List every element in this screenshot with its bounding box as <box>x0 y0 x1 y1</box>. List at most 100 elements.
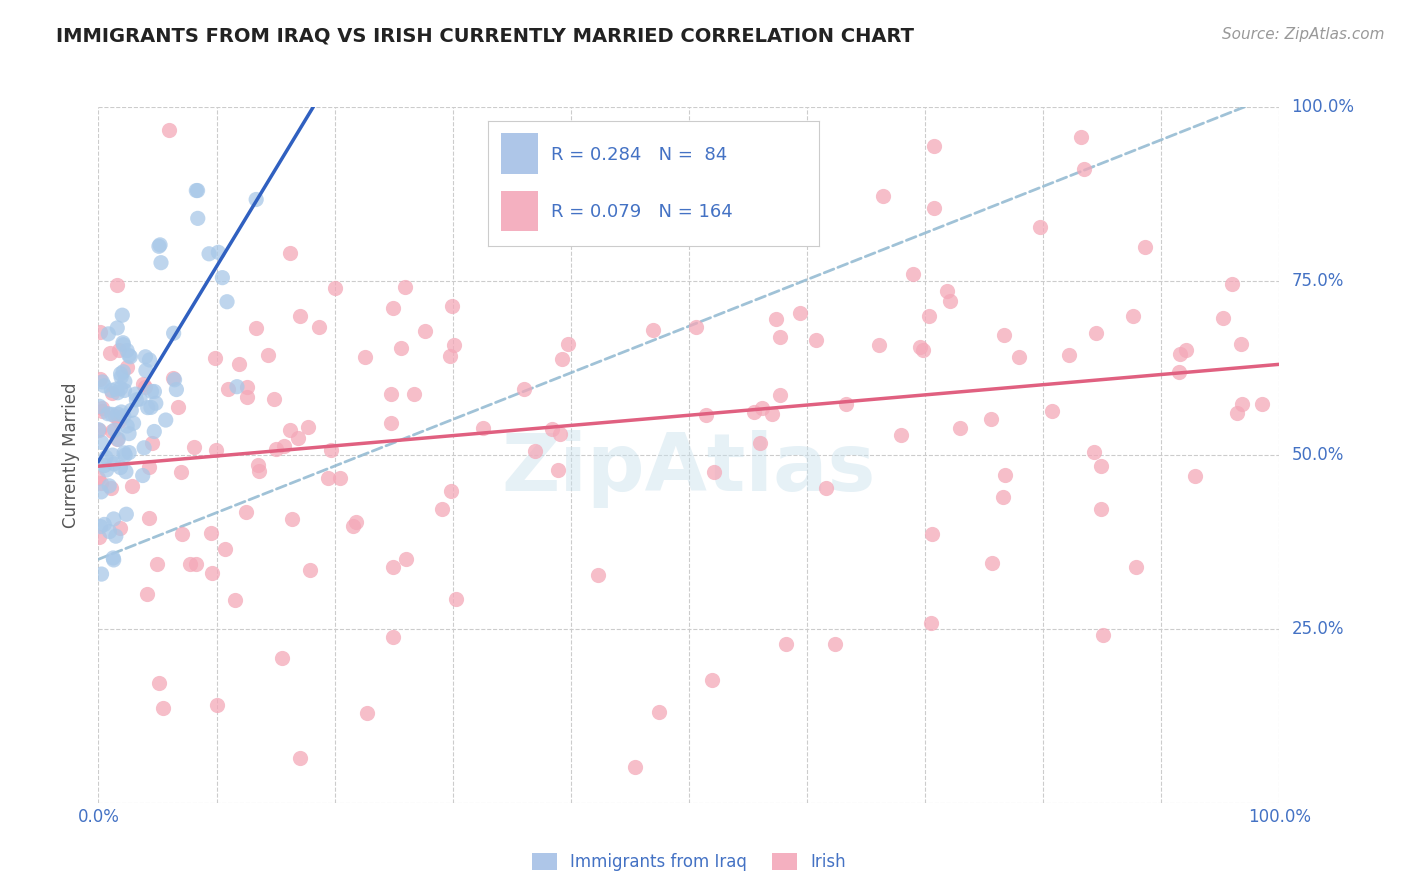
Point <box>329 471 352 485</box>
Point <box>749 435 772 450</box>
Point <box>273 439 295 453</box>
Point <box>198 247 221 261</box>
Point <box>104 409 127 423</box>
Point <box>1175 343 1198 358</box>
Point <box>948 421 970 435</box>
Point <box>93 378 115 392</box>
Point <box>118 426 141 441</box>
Point <box>1122 310 1144 324</box>
Point <box>1226 406 1249 420</box>
Point <box>356 706 378 721</box>
Point <box>391 341 413 355</box>
Point <box>114 384 136 398</box>
Point <box>112 409 135 423</box>
Point <box>131 468 153 483</box>
Point <box>143 384 166 399</box>
Point <box>353 350 375 364</box>
Point <box>162 326 184 341</box>
Point <box>1008 350 1031 364</box>
Point <box>179 558 201 572</box>
Point <box>789 306 811 320</box>
Point <box>110 367 132 381</box>
Point <box>112 446 135 460</box>
Text: 50.0%: 50.0% <box>1291 446 1344 464</box>
Point <box>443 338 465 352</box>
Point <box>187 184 209 198</box>
Point <box>94 450 117 465</box>
Point <box>471 421 494 435</box>
Point <box>380 386 402 401</box>
Point <box>110 370 132 384</box>
Point <box>187 211 209 226</box>
Point <box>98 524 121 539</box>
Point <box>165 383 187 397</box>
Text: IMMIGRANTS FROM IRAQ VS IRISH CURRENTLY MARRIED CORRELATION CHART: IMMIGRANTS FROM IRAQ VS IRISH CURRENTLY … <box>56 27 914 45</box>
Point <box>170 527 193 541</box>
Point <box>769 388 792 402</box>
Point <box>257 348 280 362</box>
Point <box>270 651 292 665</box>
Point <box>103 512 125 526</box>
Point <box>100 384 122 398</box>
Point <box>141 384 163 399</box>
Point <box>125 392 148 407</box>
Point <box>87 470 110 484</box>
Point <box>703 465 725 479</box>
Point <box>752 124 775 138</box>
Point <box>1070 129 1092 144</box>
Point <box>815 482 838 496</box>
Point <box>586 567 609 582</box>
Point <box>90 519 112 533</box>
Point <box>139 401 162 415</box>
Point <box>100 481 122 495</box>
Point <box>101 448 124 462</box>
Point <box>550 426 572 441</box>
Point <box>245 193 267 207</box>
Point <box>1040 403 1063 417</box>
Point <box>115 419 138 434</box>
Point <box>446 591 468 606</box>
Text: 100.0%: 100.0% <box>1291 98 1354 116</box>
Point <box>145 396 167 410</box>
Point <box>110 381 132 395</box>
Point <box>114 375 136 389</box>
Point <box>1168 365 1191 379</box>
Point <box>647 706 669 720</box>
Point <box>104 529 127 543</box>
Point <box>342 518 364 533</box>
Point <box>835 397 858 411</box>
Point <box>872 189 894 203</box>
Point <box>890 428 912 442</box>
Point <box>523 443 546 458</box>
Point <box>1090 458 1112 473</box>
Point <box>685 319 707 334</box>
Point <box>214 541 236 556</box>
Point <box>228 357 250 371</box>
Point <box>263 392 285 406</box>
Legend: Immigrants from Iraq, Irish: Immigrants from Iraq, Irish <box>523 845 855 880</box>
Point <box>103 551 125 566</box>
Point <box>298 563 321 577</box>
Point <box>236 390 259 404</box>
Point <box>104 423 127 437</box>
Point <box>150 256 173 270</box>
Point <box>1133 240 1156 254</box>
Point <box>751 401 773 415</box>
Text: ZipAtlas: ZipAtlas <box>502 430 876 508</box>
Point <box>169 465 191 479</box>
Point <box>346 515 368 529</box>
Point <box>97 326 120 341</box>
Point <box>105 382 128 396</box>
Point <box>87 423 110 437</box>
Point <box>166 400 188 414</box>
Point <box>278 423 301 437</box>
Point <box>105 321 128 335</box>
Point <box>440 299 463 313</box>
Point <box>382 630 405 644</box>
Point <box>129 392 152 406</box>
Point <box>115 359 138 374</box>
Point <box>936 285 959 299</box>
Point <box>695 408 717 422</box>
Point <box>186 558 208 572</box>
Point <box>217 383 239 397</box>
